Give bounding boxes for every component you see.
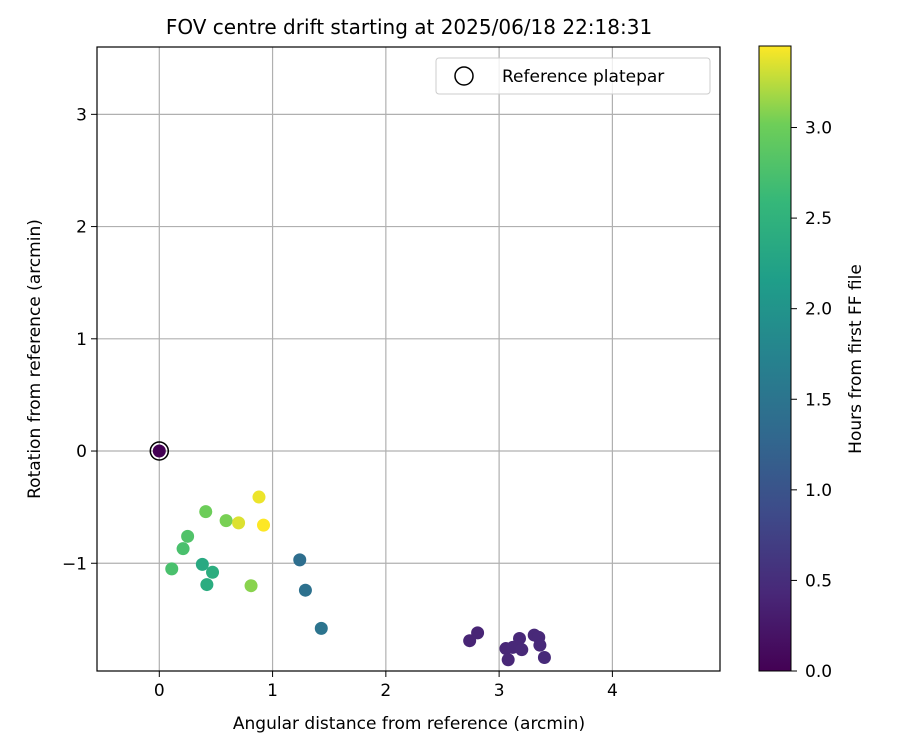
- x-tick-label: 0: [154, 681, 165, 701]
- y-tick-label: 2: [76, 218, 87, 238]
- grid-lines: [97, 47, 720, 671]
- colorbar-tick-label: 0.5: [805, 571, 832, 591]
- data-point: [463, 634, 477, 648]
- data-point: [471, 626, 485, 640]
- colorbar-tick-label: 1.5: [805, 390, 832, 410]
- x-tick-label: 4: [607, 681, 618, 701]
- x-tick-label: 1: [267, 681, 278, 701]
- y-tick-label: −1: [62, 554, 87, 574]
- data-point: [298, 583, 312, 597]
- data-point: [165, 562, 179, 576]
- data-point: [199, 505, 213, 519]
- data-point: [195, 557, 209, 571]
- reference-point-marker: [149, 441, 170, 461]
- x-axis-ticks: 0 1 2 3 4: [154, 671, 618, 701]
- colorbar-label: Hours from first FF file: [846, 264, 866, 454]
- data-point: [533, 638, 547, 652]
- colorbar-tick-label: 2.0: [805, 300, 832, 320]
- legend-marker-icon: [454, 66, 474, 86]
- data-points: [149, 441, 551, 667]
- x-axis-label: Angular distance from reference (arcmin): [233, 714, 585, 734]
- colorbar-tick-label: 3.0: [805, 119, 832, 139]
- data-point: [152, 444, 166, 458]
- y-tick-label: 0: [76, 442, 87, 462]
- colorbar-ticks: 0.0 0.5 1.0 1.5 2.0 2.5 3.0: [791, 119, 832, 682]
- data-point: [200, 578, 214, 592]
- data-point: [513, 631, 527, 645]
- data-point: [293, 553, 307, 567]
- legend-label: Reference platepar: [502, 67, 664, 87]
- y-tick-label: 3: [76, 105, 87, 125]
- plot-frame: [96, 46, 721, 672]
- data-point: [252, 490, 266, 504]
- legend-box: [435, 57, 711, 95]
- data-point: [257, 518, 271, 532]
- colorbar-tick-label: 1.0: [805, 481, 832, 501]
- y-axis-ticks: −1 0 1 2 3: [62, 105, 97, 574]
- data-point: [232, 516, 246, 530]
- colorbar-tick-label: 2.5: [805, 209, 832, 229]
- data-point: [181, 529, 195, 543]
- chart-title: FOV centre drift starting at 2025/06/18 …: [166, 15, 652, 39]
- y-tick-label: 1: [76, 330, 87, 350]
- data-point: [219, 514, 233, 528]
- legend: Reference platepar: [435, 57, 711, 95]
- data-point: [314, 621, 328, 635]
- colorbar-gradient: [758, 45, 792, 672]
- colorbar: 0.0 0.5 1.0 1.5 2.0 2.5 3.0 Hours from first F…: [758, 45, 866, 682]
- data-point: [244, 579, 258, 593]
- data-point: [206, 565, 220, 579]
- x-tick-label: 2: [380, 681, 391, 701]
- data-point: [537, 651, 551, 665]
- data-point: [515, 643, 529, 657]
- data-point: [176, 542, 190, 556]
- y-axis-label: Rotation from reference (arcmin): [25, 219, 45, 499]
- x-tick-label: 3: [494, 681, 505, 701]
- colorbar-tick-label: 0.0: [805, 662, 832, 682]
- data-point: [501, 653, 515, 667]
